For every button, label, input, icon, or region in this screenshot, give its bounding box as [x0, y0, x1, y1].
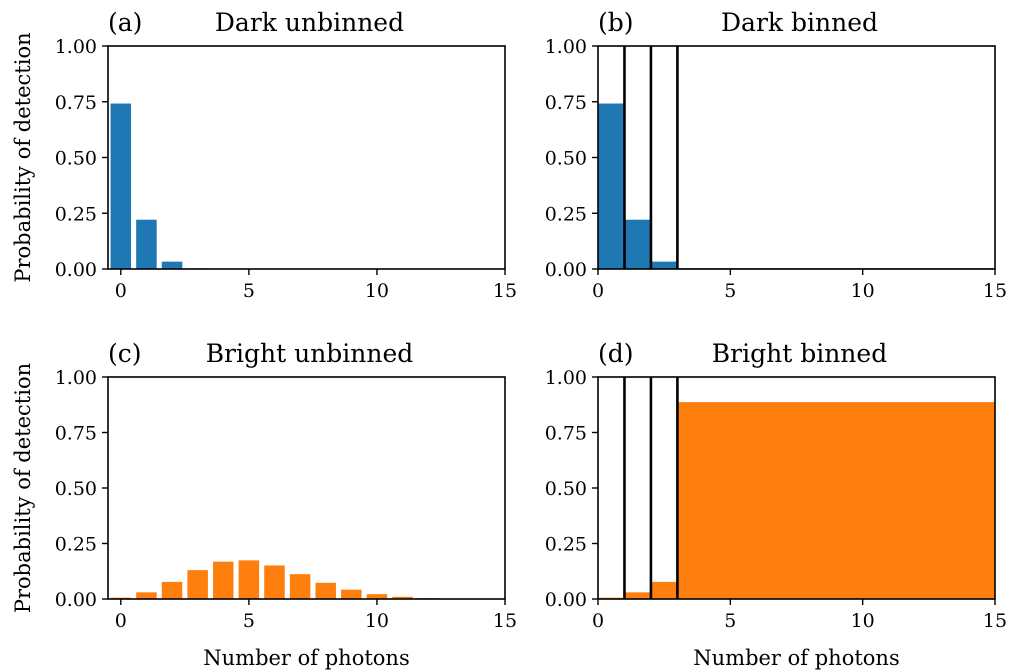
- y-tick-label: 0.00: [55, 259, 97, 281]
- x-tick-label: 5: [724, 280, 736, 302]
- bar: [315, 582, 336, 599]
- x-tick-label: 10: [851, 280, 875, 302]
- panel-tag: (b): [598, 8, 634, 37]
- x-tick-label: 10: [851, 610, 875, 632]
- bar: [136, 219, 157, 269]
- panel-title: Dark unbinned: [215, 8, 404, 37]
- y-tick-label: 0.50: [545, 148, 587, 170]
- x-tick-label: 15: [493, 610, 517, 632]
- panel-4: 0 5 10 15 0.00 0.25 0.50 0.75 1.00 (d) Bright binn…: [545, 339, 1007, 670]
- y-tick-label: 0.50: [55, 148, 97, 170]
- bar: [187, 570, 208, 599]
- x-tick-label: 10: [365, 280, 389, 302]
- x-tick-label: 5: [724, 610, 736, 632]
- x-tick-label: 15: [983, 280, 1007, 302]
- x-tick-label: 15: [983, 610, 1007, 632]
- panel-title: Bright unbinned: [206, 339, 414, 368]
- panel-2: 0 5 10 15 0.00 0.25 0.50 0.75 1.00 (b) Dark binned: [545, 8, 1007, 302]
- bin-bar: [598, 103, 625, 269]
- y-tick-label: 0.50: [545, 478, 587, 500]
- plot-area: [108, 377, 505, 599]
- x-tick-label: 0: [592, 610, 604, 632]
- panel-title: Bright binned: [712, 339, 887, 368]
- y-axis-label: Probability of detection: [11, 32, 35, 282]
- bar: [264, 565, 285, 599]
- y-tick-label: 0.25: [55, 203, 97, 225]
- bar: [366, 594, 388, 599]
- y-tick-label: 0.75: [55, 92, 97, 114]
- x-axis-label: Number of photons: [203, 646, 409, 670]
- plot-area: [598, 46, 995, 269]
- bar: [110, 103, 132, 269]
- y-tick-label: 0.00: [545, 589, 587, 611]
- y-tick-label: 0.50: [55, 478, 97, 500]
- bin-bar: [650, 261, 678, 269]
- bar: [161, 261, 183, 269]
- bar: [392, 596, 413, 599]
- y-tick-label: 0.25: [545, 534, 587, 556]
- y-tick-label: 0.25: [545, 203, 587, 225]
- bar: [161, 581, 183, 599]
- bin-bar: [624, 219, 651, 269]
- y-tick-label: 1.00: [545, 367, 587, 389]
- y-tick-label: 0.25: [55, 534, 97, 556]
- x-tick-label: 5: [243, 610, 255, 632]
- y-tick-label: 0.75: [545, 423, 587, 445]
- panel-tag: (d): [598, 339, 634, 368]
- x-tick-label: 15: [493, 280, 517, 302]
- x-tick-label: 10: [365, 610, 389, 632]
- panel-tag: (c): [108, 339, 142, 368]
- bin-bar: [677, 402, 995, 599]
- bin-bar: [650, 581, 678, 599]
- bar: [213, 561, 234, 599]
- y-tick-label: 1.00: [55, 367, 97, 389]
- y-tick-label: 0.00: [545, 259, 587, 281]
- x-axis-label: Number of photons: [693, 646, 899, 670]
- panel-title: Dark binned: [721, 8, 878, 37]
- y-tick-label: 0.75: [545, 92, 587, 114]
- panel-3: 0 5 10 15 0.00 0.25 0.50 0.75 1.00 (c) Bright unbi…: [11, 339, 517, 670]
- y-tick-label: 0.00: [55, 589, 97, 611]
- bar: [238, 560, 260, 599]
- x-tick-label: 5: [243, 280, 255, 302]
- y-tick-label: 1.00: [55, 36, 97, 58]
- panel-1: 0 5 10 15 0.00 0.25 0.50 0.75 1.00 (a) Dark unbinn…: [11, 8, 517, 302]
- bar: [341, 589, 362, 599]
- y-tick-label: 0.75: [55, 423, 97, 445]
- x-tick-label: 0: [115, 610, 127, 632]
- x-tick-label: 0: [115, 280, 127, 302]
- panel-tag: (a): [108, 8, 142, 37]
- x-tick-label: 0: [592, 280, 604, 302]
- plot-area: [108, 46, 505, 269]
- y-axis-label: Probability of detection: [11, 363, 35, 613]
- bar: [289, 574, 311, 599]
- bar: [136, 592, 157, 599]
- bin-bar: [624, 592, 651, 599]
- y-tick-label: 1.00: [545, 36, 587, 58]
